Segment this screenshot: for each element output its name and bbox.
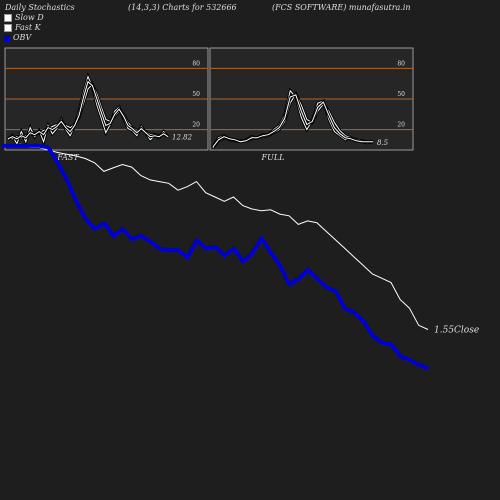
fast-panel-title: FAST — [56, 153, 79, 162]
legend-label: Fast K — [15, 23, 41, 32]
fast-series-line-2 — [7, 80, 169, 140]
chart-title: Daily Stochastics — [5, 3, 75, 12]
legend-swatch — [4, 35, 10, 41]
full-level-label: 20 — [397, 122, 405, 129]
chart-params: (14,3,3) Charts for 532666 — [128, 3, 237, 12]
obv-line — [2, 143, 429, 370]
legend-swatch — [4, 14, 12, 22]
company-name: (FCS SOFTWARE) munafasutra.in — [272, 3, 411, 12]
full-panel-title: FULL — [261, 153, 285, 162]
close-label: 1.55Close — [434, 326, 479, 336]
fast-level-label: 80 — [192, 60, 200, 67]
fast-level-label: 20 — [192, 122, 200, 129]
legend-item-obv: OBV — [4, 33, 31, 42]
legend-swatch — [4, 24, 12, 32]
close-price-line — [2, 143, 429, 330]
legend-label: Slow D — [15, 13, 44, 22]
legend-item-fast-k: Fast K — [4, 23, 41, 32]
full-series-line-2 — [212, 94, 373, 148]
full-level-label: 80 — [397, 60, 405, 67]
fast-series-line-0 — [7, 75, 169, 146]
full-last-value: 8.5 — [377, 139, 389, 147]
fast-level-label: 50 — [192, 91, 200, 98]
legend-label: OBV — [13, 33, 32, 42]
fast-last-value: 12.82 — [172, 134, 193, 142]
full-level-label: 50 — [397, 91, 405, 98]
legend-item-slow-d: Slow D — [4, 13, 44, 22]
